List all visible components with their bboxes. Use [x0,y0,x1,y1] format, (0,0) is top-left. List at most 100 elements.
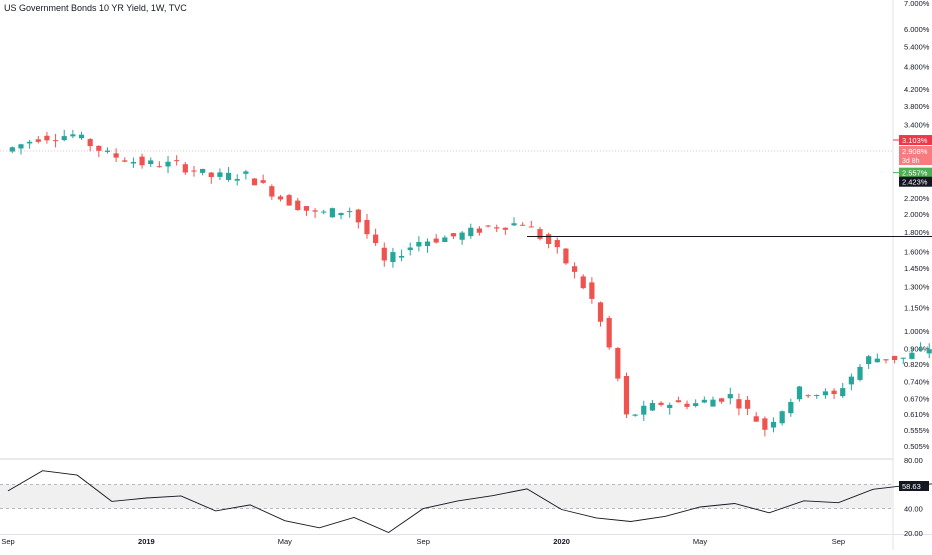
candle-body [511,223,517,226]
price-tick-label: 7.000% [904,0,930,8]
candle-body [61,136,67,141]
candle-body [485,225,491,227]
candle-body [303,206,310,211]
candle-body [225,172,232,180]
time-axis-label: 2020 [553,537,570,546]
candle-body [520,224,526,226]
candle-body [174,160,180,162]
candle-body [373,234,379,244]
price-tick-label: 3.400% [904,121,930,130]
candle-body [96,145,102,151]
candle-body [329,208,335,218]
candle-body [546,234,552,244]
time-axis-label: May [693,537,707,546]
candle-body [822,391,829,396]
candle-body [554,240,560,248]
price-tick-label: 5.400% [904,43,930,52]
candle-body [364,219,370,235]
candle-body [27,141,33,144]
candle-body [251,178,258,186]
candle-body [528,226,534,228]
candle-body [286,195,292,206]
candle-body [744,399,751,409]
candle-body [234,178,240,181]
candle-body [139,156,145,166]
candle-body [355,209,361,223]
candle-body [667,404,673,408]
candle-body [104,150,111,152]
price-label: 2.557% [902,169,928,178]
candle-body [277,196,284,200]
candle-body [606,317,612,348]
candle-body [770,421,777,428]
candle-body [398,255,405,258]
candle-body [537,229,543,239]
candle-body [148,160,154,165]
candle-body [442,237,448,243]
price-tick-label: 1.800% [904,228,930,237]
oscillator-current-box [899,481,929,492]
price-tick-label: 1.450% [904,264,930,273]
oscillator-current-label: 58.63 [902,482,921,491]
candle-body [130,162,137,164]
candle-body [848,376,854,385]
price-label: 2.423% [902,178,928,187]
candle-body [892,355,898,361]
candle-body [805,395,811,397]
candle-body [597,302,604,322]
price-label-countdown: 3d 8h [902,158,920,165]
time-axis-label: Sep [1,537,14,546]
candle-body [900,357,906,359]
candle-body [866,356,872,365]
candle-body [814,395,820,397]
oscillator-tick-label: 40.00 [904,505,923,514]
candle-body [476,228,483,233]
candle-body [70,134,76,137]
candle-body [701,399,707,403]
price-tick-label: 0.610% [904,410,930,419]
candle-body [113,153,119,158]
candle-body [200,168,206,173]
time-axis-label: Sep [417,537,430,546]
candle-body [693,403,699,406]
candle-body [788,402,794,414]
candle-body [295,200,301,211]
candle-body [615,347,621,379]
candle-body [710,399,716,407]
candle-body [260,180,266,183]
candle-body [381,247,387,261]
price-label-box [899,167,932,178]
price-tick-label: 1.150% [904,303,930,312]
candle-body [191,170,197,172]
candle-body [269,186,275,197]
price-tick-label: 0.670% [904,394,930,403]
price-tick-label: 0.505% [904,442,930,451]
price-label: 3.103% [902,136,928,145]
candle-body [243,171,249,174]
price-tick-label: 6.000% [904,25,930,34]
candle-body [883,359,889,361]
price-label-box [899,135,932,146]
candle-body [433,238,439,243]
candle-body [874,358,880,363]
candle-body [390,252,396,263]
candle-body [416,241,422,247]
candle-body [589,282,595,299]
price-tick-label: 4.800% [904,63,930,72]
candle-body [909,352,915,359]
price-tick-label: 1.600% [904,248,930,257]
chart-title: US Government Bonds 10 YR Yield, 1W, TVC [4,3,187,13]
candle-body [217,172,223,177]
price-tick-label: 0.820% [904,360,930,369]
candle-body [494,227,500,229]
candle-body [719,398,725,402]
candle-body [563,248,569,264]
oscillator-line [7,470,932,534]
candle-body [727,394,733,399]
candle-body [675,400,681,403]
oscillator-tick-label: 80.00 [904,456,923,465]
candle-body [347,211,353,213]
candle-body [407,247,413,251]
